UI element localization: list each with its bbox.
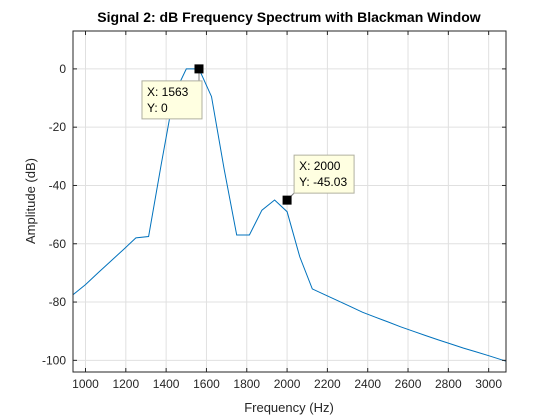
chart-title: Signal 2: dB Frequency Spectrum with Bla… bbox=[97, 9, 480, 25]
datatip-y-text: Y: -45.03 bbox=[299, 175, 347, 189]
x-tick-label: 2800 bbox=[435, 377, 462, 391]
plot-area: 1000 1200 1400 1600 1800 2000 2200 2400 2600 2800… bbox=[42, 30, 507, 391]
datatip-box bbox=[141, 80, 203, 120]
x-tick-label: 1800 bbox=[233, 377, 260, 391]
ticks: 1000 1200 1400 1600 1800 2000 2200 2400 2600 2800… bbox=[42, 31, 506, 391]
x-tick-label: 2000 bbox=[274, 377, 301, 391]
x-tick-label: 1400 bbox=[153, 377, 180, 391]
datatip-marker[interactable] bbox=[194, 64, 204, 74]
grid bbox=[73, 31, 506, 372]
y-axis-label: Amplitude (dB) bbox=[23, 158, 38, 244]
y-tick-label: 0 bbox=[59, 62, 66, 76]
datatip[interactable]: X: 1563 Y: 0 bbox=[141, 64, 204, 120]
y-tick-label: -40 bbox=[49, 178, 67, 192]
y-tick-label: -20 bbox=[49, 120, 67, 134]
x-tick-label: 1600 bbox=[193, 377, 220, 391]
datatip-x-text: X: 2000 bbox=[299, 159, 341, 173]
x-tick-label: 2400 bbox=[354, 377, 381, 391]
x-axis-label: Frequency (Hz) bbox=[244, 400, 334, 415]
datatip-y-text: Y: 0 bbox=[147, 101, 168, 115]
x-tick-label: 2200 bbox=[314, 377, 341, 391]
datatip-box bbox=[293, 154, 355, 194]
x-tick-label: 2600 bbox=[395, 377, 422, 391]
spectrum-line bbox=[72, 68, 507, 362]
y-tick-label: -100 bbox=[42, 353, 66, 367]
x-tick-label: 1200 bbox=[112, 377, 139, 391]
datatips: X: 1563 Y: 0 X: 2000 Y: -45.03 bbox=[141, 64, 355, 205]
x-tick-label: 1000 bbox=[72, 377, 99, 391]
datatip[interactable]: X: 2000 Y: -45.03 bbox=[282, 154, 355, 205]
y-tick-label: -60 bbox=[49, 237, 67, 251]
x-tick-label: 3000 bbox=[475, 377, 502, 391]
y-tick-label: -80 bbox=[49, 295, 67, 309]
datatip-x-text: X: 1563 bbox=[147, 85, 189, 99]
axes-box bbox=[72, 30, 507, 373]
datatip-marker[interactable] bbox=[282, 195, 292, 205]
